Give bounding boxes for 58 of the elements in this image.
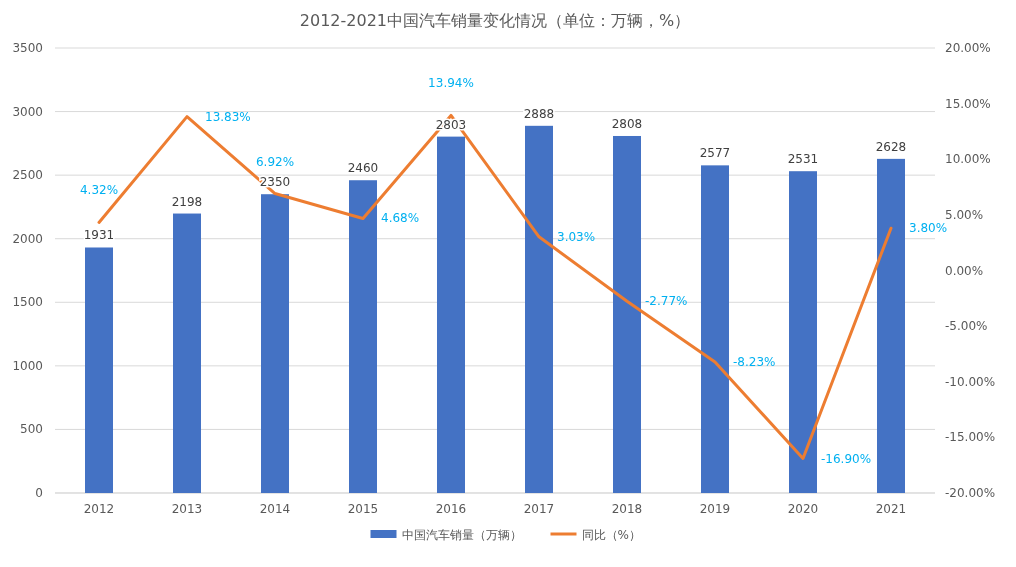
legend-label: 同比（%） [581, 528, 641, 542]
x-tick-label: 2013 [171, 502, 203, 516]
x-tick-label: 2016 [435, 502, 467, 516]
y2-tick-label: 20.00% [945, 41, 991, 55]
data-label: -8.23% [733, 355, 776, 370]
data-label: -2.77% [645, 294, 688, 309]
data-label: 4.32% [79, 183, 119, 198]
x-tick-label: 2012 [83, 502, 115, 516]
data-label: 2628 [875, 139, 907, 154]
y-tick-label: 500 [20, 422, 43, 437]
bar [525, 125, 553, 493]
y-tick-label: 3000 [12, 104, 43, 119]
data-label: 2198 [171, 194, 203, 209]
data-label: 13.94% [428, 76, 474, 91]
data-label: 13.83% [205, 109, 251, 124]
y-tick-label: 0 [35, 486, 43, 500]
y2-tick-label: -15.00% [945, 430, 996, 445]
y-tick-label: 2500 [12, 168, 43, 183]
y2-tick-label: -10.00% [945, 374, 996, 389]
data-label: 2577 [699, 146, 731, 161]
y2-tick-label: 15.00% [945, 96, 991, 111]
bar [877, 158, 905, 493]
data-label: 1931 [83, 228, 115, 243]
data-label: 2808 [611, 116, 643, 131]
bar [349, 180, 377, 493]
y2-tick-label: 10.00% [945, 152, 991, 167]
bar [437, 136, 465, 493]
x-tick-label: 2014 [259, 502, 291, 516]
y-tick-label: 1000 [12, 358, 43, 373]
chart-title: 2012-2021中国汽车销量变化情况（单位：万辆，%） [299, 11, 691, 30]
x-tick-label: 2018 [611, 502, 643, 516]
y-tick-label: 3500 [12, 41, 43, 55]
bar [789, 171, 817, 493]
data-label: 2888 [523, 106, 555, 121]
y-tick-label: 1500 [12, 295, 43, 310]
bar [261, 194, 289, 493]
bar [85, 247, 113, 493]
bar [701, 165, 729, 493]
x-tick-label: 2019 [699, 502, 731, 516]
data-label: 2531 [787, 152, 819, 167]
data-label: 3.03% [557, 229, 596, 244]
data-label: 4.68% [381, 211, 420, 226]
y2-tick-label: 5.00% [945, 207, 984, 222]
bar [173, 213, 201, 493]
data-label: 2460 [347, 161, 379, 176]
x-tick-label: 2015 [347, 502, 379, 516]
y2-tick-label: 0.00% [945, 263, 984, 278]
x-tick-label: 2017 [523, 502, 555, 516]
x-tick-label: 2021 [875, 502, 907, 516]
legend-label: 中国汽车销量（万辆） [401, 528, 522, 542]
x-tick-label: 2020 [787, 502, 819, 516]
data-label: 6.92% [255, 154, 295, 169]
y2-tick-label: -20.00% [945, 486, 996, 500]
y-tick-label: 2000 [12, 231, 43, 246]
data-label: 3.80% [909, 221, 948, 236]
y2-tick-label: -5.00% [945, 319, 988, 334]
bar [613, 135, 641, 493]
data-label: -16.90% [821, 451, 872, 466]
